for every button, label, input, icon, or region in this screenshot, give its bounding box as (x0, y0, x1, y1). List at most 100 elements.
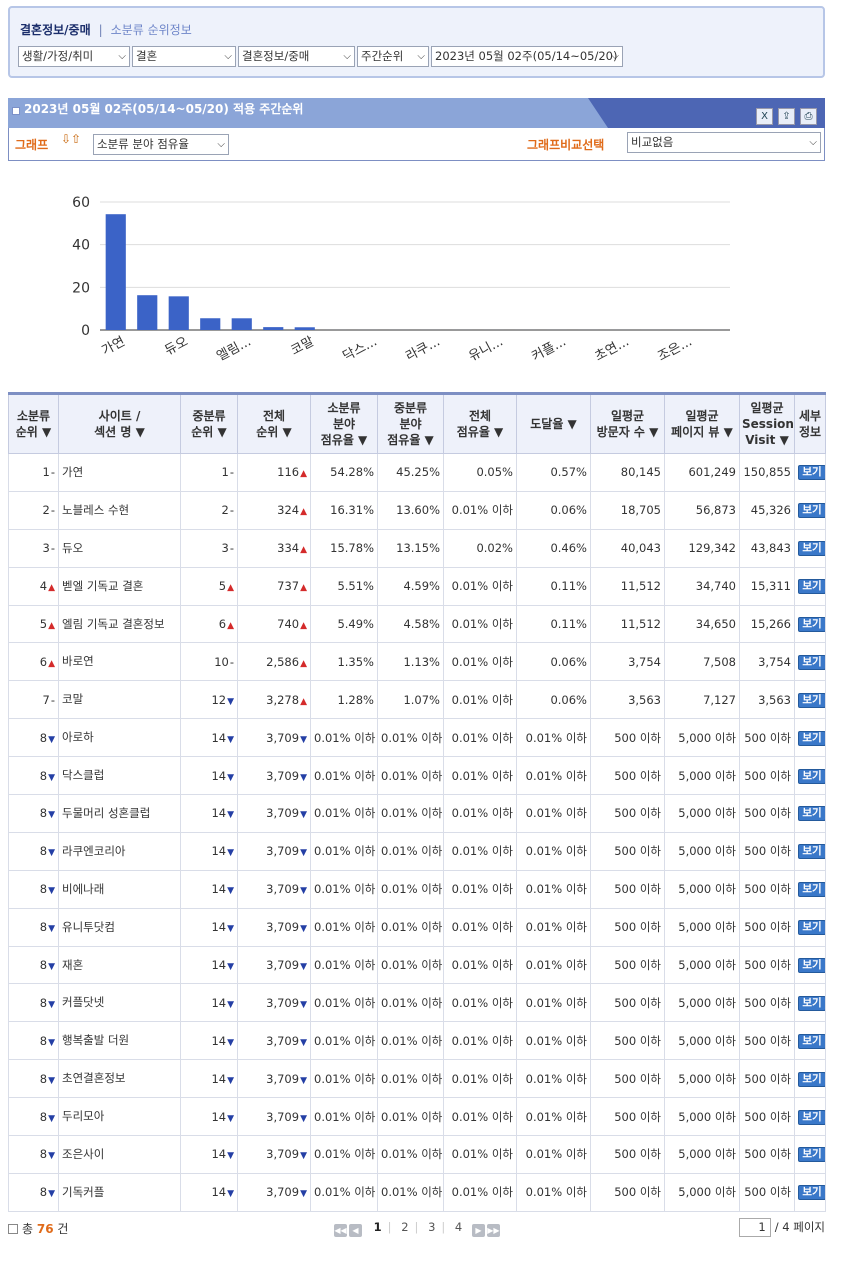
site-name-cell[interactable]: 듀오 (58, 528, 181, 568)
period-select[interactable]: 2023년 05월 02주(05/14~05/20) ⌵ (431, 46, 623, 67)
bar-0[interactable] (105, 214, 126, 330)
site-name-cell[interactable]: 유니투닷컴 (58, 907, 181, 947)
x-tick-label: 라쿠... (404, 334, 443, 364)
view-detail-button[interactable]: 보기 (798, 920, 825, 936)
view-detail-button[interactable]: 보기 (798, 692, 825, 708)
site-name-cell[interactable]: 조은사이 (58, 1135, 181, 1174)
category-title: 결혼정보/중매 (20, 23, 91, 37)
view-detail-button[interactable]: 보기 (798, 730, 825, 746)
view-detail-button[interactable]: 보기 (798, 844, 825, 860)
site-name-cell[interactable]: 기독커플 (58, 1172, 181, 1212)
col-header-mid-share[interactable]: 중분류 분야 점유율 ▼ (377, 392, 444, 454)
view-detail-button[interactable]: 보기 (798, 1071, 825, 1087)
rank-same-icon: - (50, 465, 55, 480)
total-rank-cell: 3,278▲ (237, 680, 311, 720)
category-medium-select[interactable]: 결혼 ⌵ (132, 46, 236, 67)
site-name-cell[interactable]: 가연 (58, 453, 181, 492)
all-share-cell: 0.01% 이하 (443, 1021, 517, 1061)
all-share-cell: 0.01% 이하 (443, 907, 517, 947)
site-name-cell[interactable]: 두물머리 성혼클럽 (58, 794, 181, 833)
view-detail-button[interactable]: 보기 (798, 503, 825, 519)
print-icon[interactable]: ⎙ (800, 108, 817, 125)
small-share-cell: 0.01% 이하 (310, 1172, 378, 1212)
col-header-mid-rank[interactable]: 중분류 순위 ▼ (180, 392, 238, 454)
col-header-sessions[interactable]: 일평균 Session Visit ▼ (739, 392, 795, 454)
chevron-down-icon: ⌵ (224, 51, 232, 62)
graph-metric-select[interactable]: 소분류 분야 점유율 ⌵ (93, 134, 229, 155)
col-header-site[interactable]: 사이트 / 섹션 명 ▼ (58, 392, 181, 454)
export-icon[interactable]: ⇪ (778, 108, 795, 125)
chevron-down-icon: ⌵ (417, 51, 425, 62)
category-small-select[interactable]: 결혼정보/중매 ⌵ (238, 46, 355, 67)
site-name-cell[interactable]: 행복출발 더원 (58, 1021, 181, 1061)
view-detail-button[interactable]: 보기 (798, 579, 825, 595)
rank-cell: 8▼ (8, 756, 59, 796)
page-2[interactable]: 2 (401, 1220, 409, 1234)
col-header-rank[interactable]: 소분류 순위 ▼ (8, 392, 59, 454)
view-detail-button[interactable]: 보기 (798, 541, 825, 557)
site-name-cell[interactable]: 초연결혼정보 (58, 1059, 181, 1099)
site-name-cell[interactable]: 코말 (58, 680, 181, 720)
site-name-cell[interactable]: 아로하 (58, 718, 181, 758)
site-name-cell[interactable]: 두리모아 (58, 1097, 181, 1137)
site-name-cell[interactable]: 비에나래 (58, 869, 181, 909)
prev-page-icon[interactable]: ◀ (349, 1224, 362, 1237)
last-page-icon[interactable]: ▶▶ (486, 1224, 500, 1237)
site-name-cell[interactable]: 바로연 (58, 642, 181, 682)
visitors-cell: 500 이하 (590, 718, 665, 758)
site-name-cell[interactable]: 커플닷넷 (58, 983, 181, 1023)
view-detail-button[interactable]: 보기 (798, 882, 825, 898)
bar-5[interactable] (263, 327, 284, 330)
site-name-cell[interactable]: 벧엘 기독교 결혼 (58, 566, 181, 606)
category-large-select[interactable]: 생활/가정/취미 ⌵ (18, 46, 130, 67)
visitors-cell: 500 이하 (590, 945, 665, 985)
view-detail-button[interactable]: 보기 (798, 1147, 825, 1163)
col-header-total-rank[interactable]: 전체 순위 ▼ (237, 392, 311, 454)
site-name-cell[interactable]: 라쿠엔코리아 (58, 831, 181, 871)
view-detail-button[interactable]: 보기 (798, 768, 825, 784)
view-detail-button[interactable]: 보기 (798, 958, 825, 974)
small-share-cell: 0.01% 이하 (310, 718, 378, 758)
col-header-pageviews[interactable]: 일평균 페이지 뷰 ▼ (664, 392, 740, 454)
excel-icon[interactable]: X (756, 108, 773, 125)
next-page-icon[interactable]: ▶ (471, 1224, 485, 1237)
bar-3[interactable] (200, 318, 221, 330)
site-name-cell[interactable]: 재혼 (58, 945, 181, 985)
view-detail-button[interactable]: 보기 (798, 654, 825, 670)
mid-rank-cell: 14▼ (180, 831, 238, 871)
bar-6[interactable] (294, 327, 315, 330)
period-type-select[interactable]: 주간순위 ⌵ (357, 46, 429, 67)
site-name-cell[interactable]: 노블레스 수현 (58, 490, 181, 530)
reach-cell: 0.01% 이하 (516, 831, 591, 871)
col-header-all-share[interactable]: 전체 점유율 ▼ (443, 392, 517, 454)
view-detail-button[interactable]: 보기 (798, 1109, 825, 1125)
view-detail-button[interactable]: 보기 (798, 1185, 825, 1201)
bar-2[interactable] (168, 296, 189, 330)
mid-rank-same-icon: - (229, 465, 234, 480)
page-1[interactable]: 1 (373, 1220, 382, 1234)
site-name-cell[interactable]: 닥스클럽 (58, 756, 181, 796)
view-detail-button[interactable]: 보기 (798, 806, 825, 822)
page-number-input[interactable]: 1 (738, 1218, 771, 1237)
subcategory-ranking-link[interactable]: 소분류 순위정보 (110, 23, 192, 37)
total-rank-down-icon: ▼ (300, 848, 307, 859)
bar-1[interactable] (137, 295, 158, 330)
view-detail-button[interactable]: 보기 (798, 617, 825, 632)
col-header-visitors[interactable]: 일평균 방문자 수 ▼ (590, 392, 665, 454)
page-3[interactable]: 3 (428, 1220, 436, 1234)
bar-4[interactable] (231, 318, 252, 330)
total-rank-down-icon: ▼ (300, 1113, 307, 1124)
col-header-reach[interactable]: 도달율 ▼ (516, 392, 591, 454)
col-header-small-share[interactable]: 소분류 분야 점유율 ▼ (310, 392, 378, 454)
view-detail-button[interactable]: 보기 (798, 1033, 825, 1049)
graph-compare-select[interactable]: 비교없음 ⌵ (627, 132, 821, 153)
site-name-cell[interactable]: 엘림 기독교 결혼정보 (58, 604, 181, 644)
first-page-icon[interactable]: ◀◀ (334, 1224, 347, 1237)
total-rank-cell: 3,709▼ (237, 831, 311, 871)
rank-down-icon: ▼ (48, 1189, 55, 1200)
page-4[interactable]: 4 (454, 1220, 463, 1234)
sort-arrows-icon[interactable]: ⇩⇧ (61, 132, 82, 146)
view-detail-button[interactable]: 보기 (798, 995, 825, 1011)
view-detail-button[interactable]: 보기 (798, 465, 825, 481)
collapse-icon[interactable] (8, 1224, 18, 1234)
